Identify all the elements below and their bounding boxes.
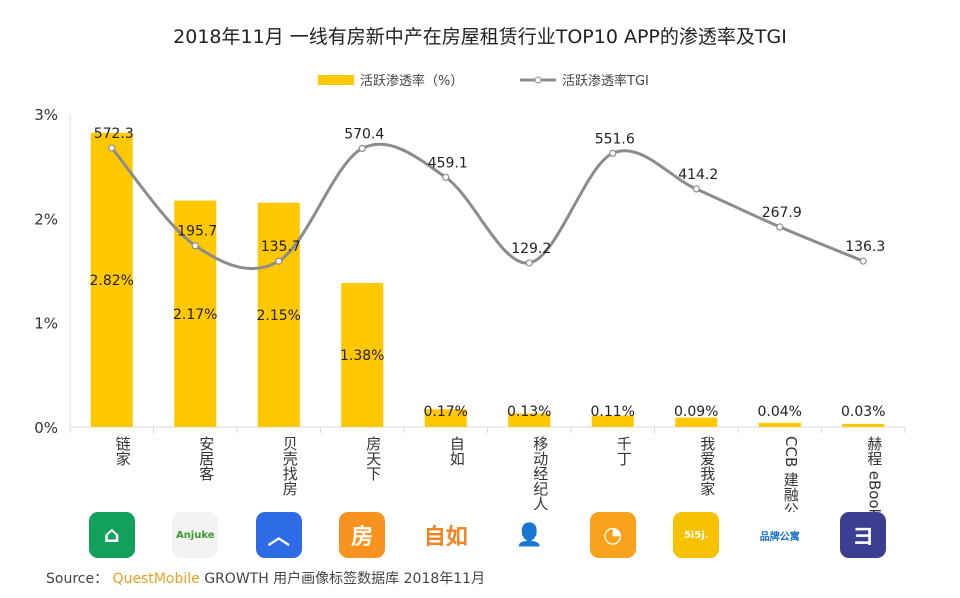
tgi-value-label: 135.7 — [261, 239, 301, 255]
tgi-point — [776, 223, 784, 231]
bar-value-label: 0.11% — [591, 404, 635, 420]
bar — [842, 423, 885, 427]
tgi-point — [442, 173, 450, 181]
bar-value-label: 2.82% — [90, 273, 134, 289]
bar-value-label: 2.15% — [257, 308, 301, 324]
y-tick-label: 1% — [34, 315, 58, 333]
y-tick-label: 2% — [34, 210, 58, 228]
tgi-value-label: 136.3 — [845, 239, 885, 255]
chart-title: 2018年11月 一线有房新中产在房屋租赁行业TOP10 APP的渗透率及TGI — [173, 26, 787, 48]
source-note: Source： QuestMobile GROWTH 用户画像标签数据库 201… — [46, 568, 485, 588]
bar — [675, 417, 718, 427]
tgi-value-label: 129.2 — [511, 241, 551, 257]
ccb-icon: 品牌公寓 — [756, 512, 803, 558]
x-tick-label: 自如 — [447, 436, 466, 466]
x-tick-label: 千丁 — [614, 436, 633, 466]
x-tick-label: 我爱我家 — [698, 436, 717, 496]
bar — [90, 132, 133, 427]
anjuke-icon: Anjuke — [172, 512, 219, 558]
legend-bar-swatch — [318, 74, 354, 85]
agent-icon: 👤 — [506, 512, 553, 558]
x-tick-label: CCB 建融公寓 — [781, 436, 800, 533]
tgi-point — [859, 257, 867, 265]
lianjia-icon: ⌂ — [88, 512, 135, 558]
fang-icon: 房 — [339, 512, 386, 558]
bar — [758, 422, 801, 427]
bar — [257, 202, 300, 427]
source-brand: QuestMobile — [112, 571, 200, 587]
5i5j-icon: 5i5j. — [673, 512, 720, 558]
bar-value-label: 1.38% — [340, 348, 384, 364]
qianding-icon: ◔ — [589, 512, 636, 558]
tgi-point — [275, 257, 283, 265]
bar — [591, 415, 634, 427]
bar-value-label: 0.04% — [758, 404, 802, 420]
legend-bar-label: 活跃渗透率（%） — [360, 74, 464, 89]
bar — [508, 413, 551, 427]
tgi-value-label: 570.4 — [344, 126, 384, 142]
bar-value-label: 0.03% — [841, 404, 885, 420]
y-tick-label: 0% — [34, 419, 58, 437]
tgi-point — [358, 144, 366, 153]
tgi-value-label: 459.1 — [428, 155, 468, 171]
bar-value-label: 0.13% — [507, 404, 551, 420]
y-tick-label: 3% — [34, 106, 58, 124]
tgi-value-label: 551.6 — [595, 131, 635, 147]
source-text: GROWTH 用户画像标签数据库 2018年11月 — [204, 571, 486, 587]
tgi-line — [110, 142, 864, 271]
x-tick-label: 链家 — [113, 436, 132, 466]
ziroom-icon: 自如 — [422, 512, 469, 558]
tgi-value-label: 195.7 — [177, 224, 217, 240]
tgi-value-label: 414.2 — [678, 167, 718, 183]
tgi-point — [609, 149, 617, 157]
x-tick-label: 贝壳找房 — [280, 436, 299, 496]
ebooking-icon: ヨ — [840, 512, 887, 558]
bar-value-label: 2.17% — [173, 307, 217, 323]
bar — [424, 409, 467, 427]
beike-icon: ︿ — [255, 512, 302, 558]
x-tick-label: 移动经纪人 — [531, 436, 550, 511]
legend-bar: 活跃渗透率（%） — [318, 70, 463, 89]
source-label: Source： — [46, 571, 109, 587]
bar — [341, 283, 384, 427]
x-tick-label: 房天下 — [364, 436, 383, 481]
bar-value-label: 0.17% — [424, 404, 468, 420]
tgi-value-label: 267.9 — [762, 205, 802, 221]
tgi-point — [191, 242, 199, 250]
bar-value-label: 0.09% — [674, 404, 718, 420]
x-tick-label: 安居客 — [197, 436, 216, 481]
tgi-point — [525, 259, 533, 267]
tgi-point — [108, 144, 116, 152]
bar — [174, 200, 217, 427]
legend-line-swatch — [520, 76, 556, 83]
legend-line: 活跃渗透率TGI — [520, 70, 649, 89]
tgi-point — [692, 185, 700, 193]
tgi-value-label: 572.3 — [94, 126, 134, 142]
legend-line-label: 活跃渗透率TGI — [562, 74, 649, 89]
